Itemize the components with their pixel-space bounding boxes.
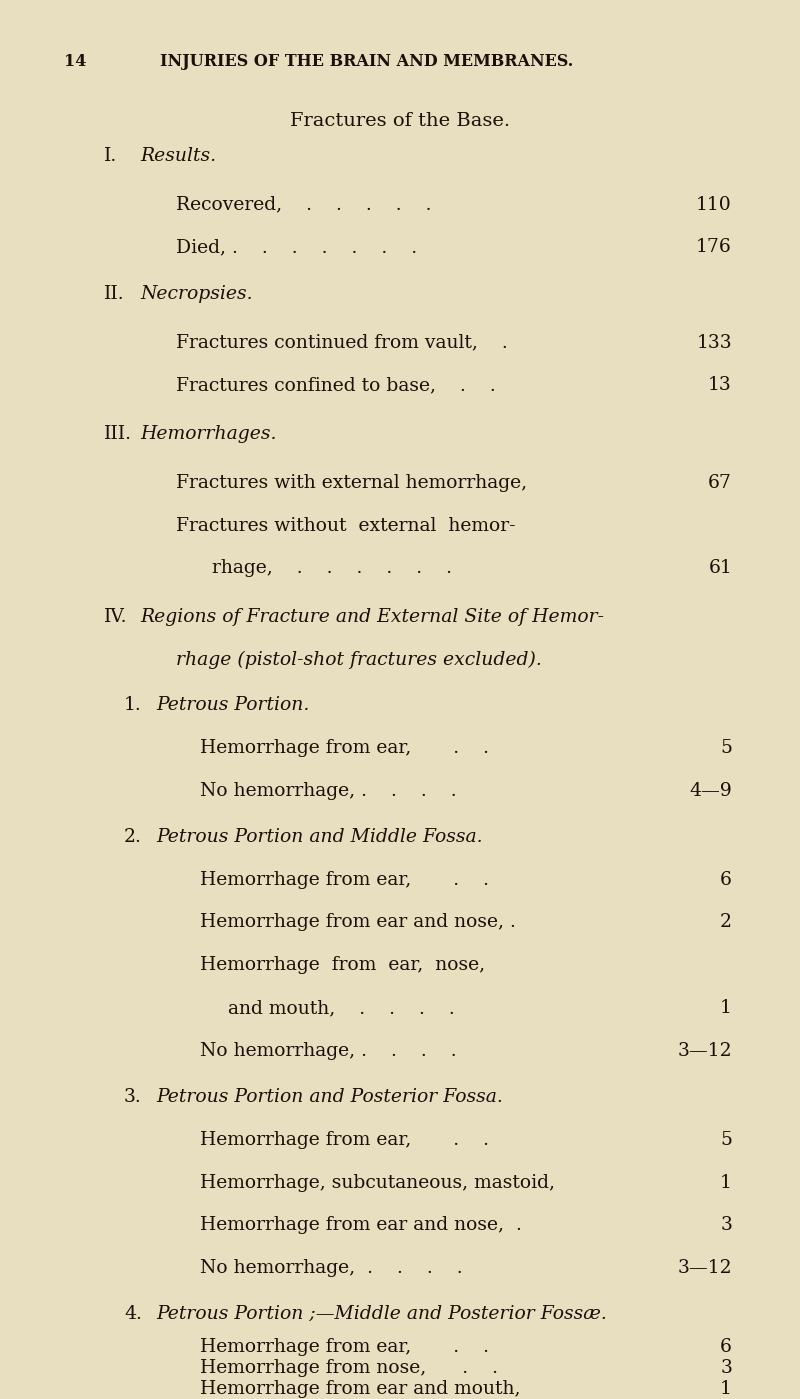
Text: Fractures without  external  hemor-: Fractures without external hemor- xyxy=(176,516,516,534)
Text: 5: 5 xyxy=(720,1130,732,1149)
Text: Hemorrhage from ear,       .    .: Hemorrhage from ear, . . xyxy=(200,739,489,757)
Text: Hemorrhage, subcutaneous, mastoid,: Hemorrhage, subcutaneous, mastoid, xyxy=(200,1174,555,1192)
Text: 4.: 4. xyxy=(124,1305,142,1323)
Text: 110: 110 xyxy=(696,196,732,214)
Text: I.: I. xyxy=(104,147,118,165)
Text: 14: 14 xyxy=(64,53,86,70)
Text: 5: 5 xyxy=(720,739,732,757)
Text: 176: 176 xyxy=(696,238,732,256)
Text: 6: 6 xyxy=(720,870,732,888)
Text: No hemorrhage,  .    .    .    .: No hemorrhage, . . . . xyxy=(200,1259,462,1277)
Text: 2: 2 xyxy=(720,914,732,932)
Text: Petrous Portion and Middle Fossa.: Petrous Portion and Middle Fossa. xyxy=(156,828,482,846)
Text: Necropsies.: Necropsies. xyxy=(140,285,253,302)
Text: Regions of Fracture and External Site of Hemor-: Regions of Fracture and External Site of… xyxy=(140,609,604,627)
Text: Hemorrhage from ear and nose, .: Hemorrhage from ear and nose, . xyxy=(200,914,516,932)
Text: 2.: 2. xyxy=(124,828,142,846)
Text: No hemorrhage, .    .    .    .: No hemorrhage, . . . . xyxy=(200,1042,457,1059)
Text: 6: 6 xyxy=(720,1339,732,1356)
Text: 3.: 3. xyxy=(124,1088,142,1107)
Text: Hemorrhage from ear and mouth,: Hemorrhage from ear and mouth, xyxy=(200,1379,521,1398)
Text: No hemorrhage, .    .    .    .: No hemorrhage, . . . . xyxy=(200,782,457,800)
Text: 4—9: 4—9 xyxy=(690,782,732,800)
Text: 133: 133 xyxy=(696,333,732,351)
Text: INJURIES OF THE BRAIN AND MEMBRANES.: INJURIES OF THE BRAIN AND MEMBRANES. xyxy=(160,53,574,70)
Text: Hemorrhage from ear,       .    .: Hemorrhage from ear, . . xyxy=(200,870,489,888)
Text: III.: III. xyxy=(104,425,132,443)
Text: rhage,    .    .    .    .    .    .: rhage, . . . . . . xyxy=(212,560,452,578)
Text: IV.: IV. xyxy=(104,609,127,627)
Text: 1: 1 xyxy=(720,1174,732,1192)
Text: and mouth,    .    .    .    .: and mouth, . . . . xyxy=(228,999,454,1017)
Text: rhage (pistol-shot fractures excluded).: rhage (pistol-shot fractures excluded). xyxy=(176,651,542,669)
Text: Petrous Portion and Posterior Fossa.: Petrous Portion and Posterior Fossa. xyxy=(156,1088,503,1107)
Text: Hemorrhage from ear,       .    .: Hemorrhage from ear, . . xyxy=(200,1130,489,1149)
Text: Petrous Portion ;—Middle and Posterior Fossæ.: Petrous Portion ;—Middle and Posterior F… xyxy=(156,1305,607,1323)
Text: 1: 1 xyxy=(720,999,732,1017)
Text: Hemorrhage from nose,      .    .: Hemorrhage from nose, . . xyxy=(200,1358,498,1377)
Text: Petrous Portion.: Petrous Portion. xyxy=(156,697,310,715)
Text: 67: 67 xyxy=(708,474,732,492)
Text: Fractures continued from vault,    .: Fractures continued from vault, . xyxy=(176,333,508,351)
Text: 13: 13 xyxy=(708,376,732,395)
Text: II.: II. xyxy=(104,285,125,302)
Text: 1.: 1. xyxy=(124,697,142,715)
Text: 3—12: 3—12 xyxy=(678,1259,732,1277)
Text: Hemorrhages.: Hemorrhages. xyxy=(140,425,277,443)
Text: Recovered,    .    .    .    .    .: Recovered, . . . . . xyxy=(176,196,431,214)
Text: Fractures with external hemorrhage,: Fractures with external hemorrhage, xyxy=(176,474,527,492)
Text: Fractures confined to base,    .    .: Fractures confined to base, . . xyxy=(176,376,496,395)
Text: Died, .    .    .    .    .    .    .: Died, . . . . . . . xyxy=(176,238,417,256)
Text: 1: 1 xyxy=(720,1379,732,1398)
Text: Hemorrhage from ear,       .    .: Hemorrhage from ear, . . xyxy=(200,1339,489,1356)
Text: 61: 61 xyxy=(708,560,732,578)
Text: Fractures of the Base.: Fractures of the Base. xyxy=(290,112,510,130)
Text: 3: 3 xyxy=(720,1216,732,1234)
Text: Hemorrhage  from  ear,  nose,: Hemorrhage from ear, nose, xyxy=(200,957,485,974)
Text: 3—12: 3—12 xyxy=(678,1042,732,1059)
Text: 3: 3 xyxy=(720,1358,732,1377)
Text: Results.: Results. xyxy=(140,147,216,165)
Text: Hemorrhage from ear and nose,  .: Hemorrhage from ear and nose, . xyxy=(200,1216,522,1234)
